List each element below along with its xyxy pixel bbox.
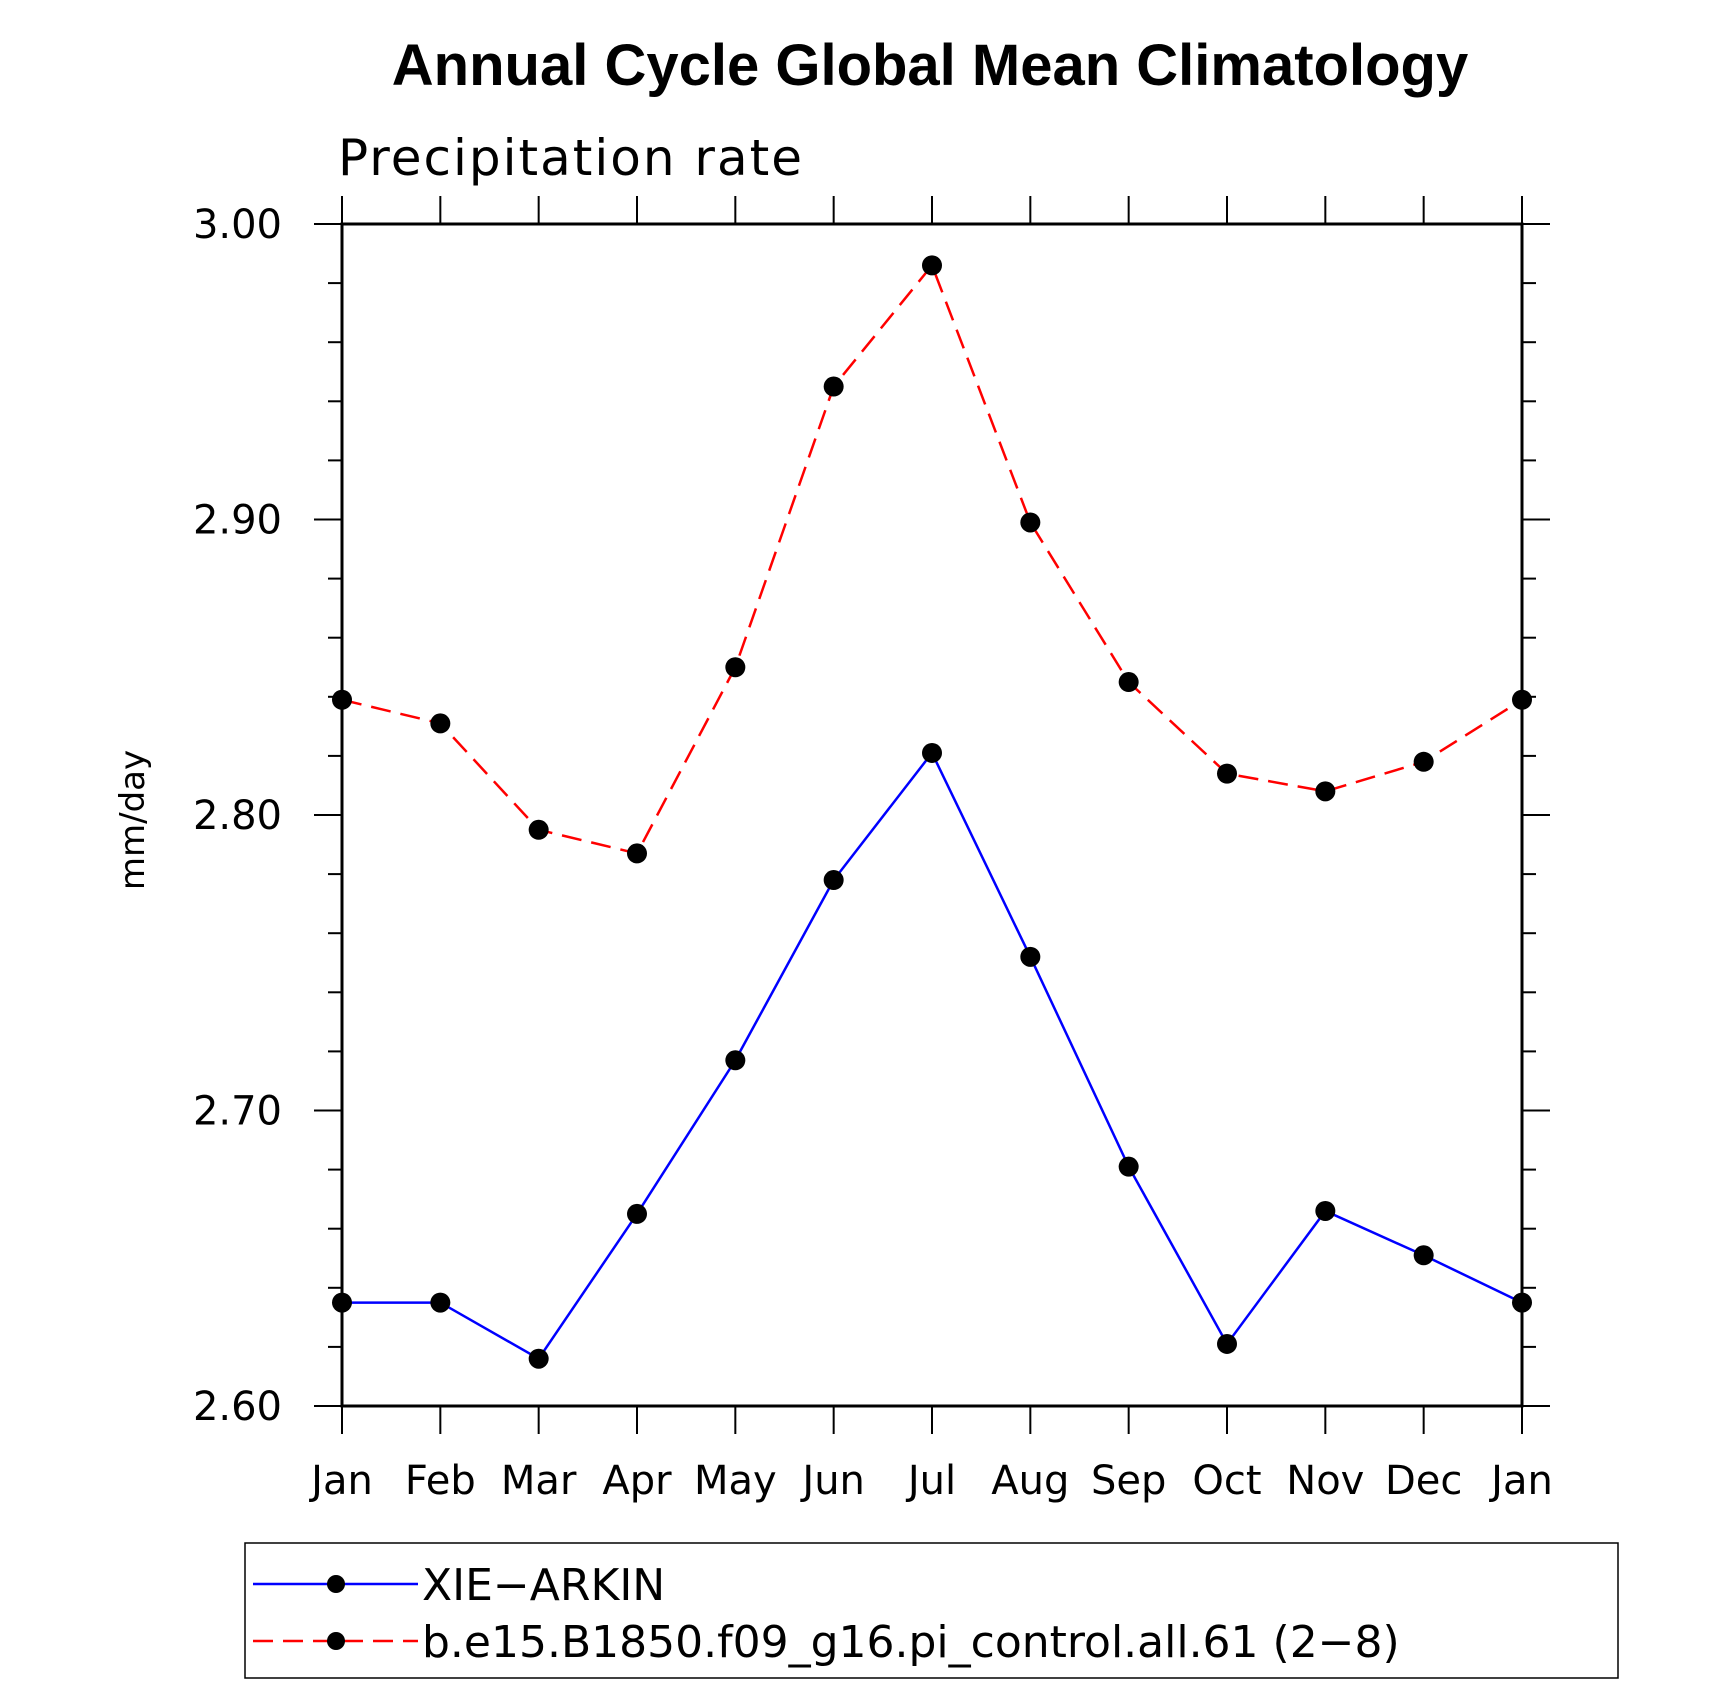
series-1-point <box>1118 672 1139 693</box>
y-tick-label: 2.90 <box>193 498 282 544</box>
series-line-0 <box>342 750 1523 1361</box>
x-tick-label: Jul <box>905 1458 956 1504</box>
plot-frame <box>340 222 1524 1408</box>
series-0-point <box>430 1292 451 1313</box>
series-1-point <box>1217 763 1237 784</box>
series-0-point <box>1118 1156 1139 1177</box>
series-0-point <box>627 1203 647 1224</box>
series-1-point <box>823 376 844 397</box>
x-tick-label: Jan <box>308 1458 373 1504</box>
y-tick-label: 3.00 <box>193 202 282 248</box>
x-tick-label: Apr <box>602 1458 672 1504</box>
y-tick-label: 2.80 <box>193 793 282 839</box>
series-1-point <box>1020 512 1041 533</box>
x-tick-label: Feb <box>405 1458 476 1504</box>
series-1-point <box>332 689 352 710</box>
series-line-1 <box>341 262 1523 855</box>
x-tick-label: Aug <box>991 1458 1069 1504</box>
y-tick-label: 2.70 <box>193 1089 282 1135</box>
series-0-point <box>725 1050 746 1071</box>
series-0-point <box>1020 946 1041 967</box>
legend-swatch-marker-model <box>327 1632 345 1650</box>
series-1-point <box>1413 751 1434 772</box>
series-1-point <box>922 255 942 276</box>
x-tick-label: Nov <box>1286 1458 1364 1504</box>
x-tick-label: Jan <box>1488 1458 1553 1504</box>
series-1-point <box>627 843 647 864</box>
legend: XIE−ARKIN b.e15.B1850.f09_g16.pi_control… <box>244 1542 1619 1679</box>
y-axis-ticks: 2.60 2.70 2.80 2.90 3.00 <box>193 202 1550 1430</box>
legend-label-xie-arkin: XIE−ARKIN <box>422 1560 665 1611</box>
series-0-point <box>823 870 844 891</box>
x-tick-label: Dec <box>1385 1458 1462 1504</box>
legend-label-model: b.e15.B1850.f09_g16.pi_control.all.61 (2… <box>422 1617 1400 1668</box>
series-1-point <box>430 713 451 734</box>
series-1-point <box>1315 781 1336 802</box>
y-axis-label: mm/day <box>113 750 153 890</box>
series-0-point <box>332 1292 352 1313</box>
series-0-point <box>922 742 942 763</box>
chart-title: Annual Cycle Global Mean Climatology <box>392 33 1468 98</box>
series-1-point <box>528 819 549 840</box>
series-0-point <box>1512 1292 1532 1313</box>
y-tick-label: 2.60 <box>193 1384 282 1430</box>
x-tick-label: Mar <box>501 1458 577 1504</box>
x-tick-label: Jun <box>799 1458 865 1504</box>
x-tick-label: Sep <box>1091 1458 1166 1504</box>
x-axis-ticks: Jan Feb Mar Apr May Jun Jul Aug Sep Oct Nov Dec Jan <box>308 196 1553 1504</box>
series-layer <box>332 255 1532 1369</box>
series-1-point <box>725 657 746 678</box>
x-tick-label: Oct <box>1192 1458 1261 1504</box>
chart-subtitle: Precipitation rate <box>338 129 804 187</box>
series-0-point <box>528 1348 549 1369</box>
series-0-point <box>1315 1200 1336 1221</box>
series-0-point <box>1413 1245 1434 1266</box>
legend-box <box>244 1542 1619 1679</box>
legend-swatch-marker-xie-arkin <box>327 1575 345 1593</box>
x-tick-label: May <box>694 1458 777 1504</box>
series-1-point <box>1512 689 1532 710</box>
series-0-point <box>1217 1333 1237 1354</box>
